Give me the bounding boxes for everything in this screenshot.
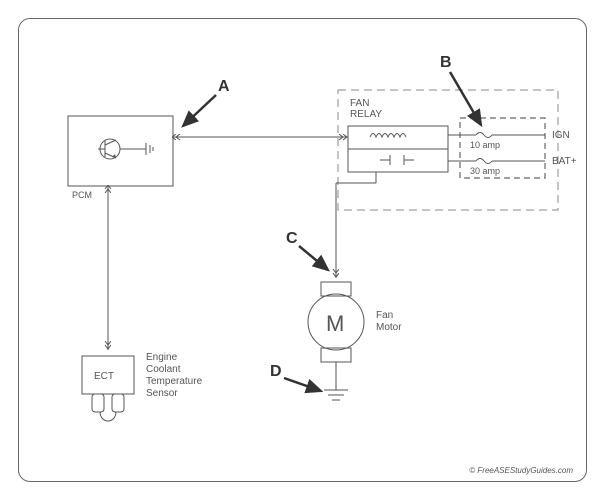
fan-motor-label: Fan Motor bbox=[376, 310, 402, 333]
marker-b: B bbox=[440, 54, 452, 71]
ect-desc: Engine Coolant Temperature Sensor bbox=[146, 352, 205, 399]
circuit-svg: FANRELAY 10 amp IGN 30 amp BAT+ PCM A B … bbox=[18, 18, 587, 482]
relay-coil-icon bbox=[370, 134, 406, 138]
footer-credit: © FreeASEStudyGuides.com bbox=[469, 466, 573, 475]
arrow-a bbox=[183, 95, 216, 126]
arrow-d bbox=[284, 378, 321, 391]
fuse-30amp-icon bbox=[476, 159, 492, 164]
arrow-c bbox=[299, 246, 328, 270]
pcm-label: PCM bbox=[72, 190, 92, 200]
motor-label: M bbox=[326, 311, 344, 336]
ect-label: ECT bbox=[94, 371, 114, 382]
marker-c: C bbox=[286, 230, 298, 247]
ect-bulb-icon bbox=[100, 412, 116, 421]
pcm-box bbox=[68, 116, 173, 186]
marker-a: A bbox=[218, 78, 230, 95]
fuse-10amp-icon bbox=[476, 133, 492, 138]
marker-d: D bbox=[270, 363, 282, 380]
fan-relay-label: FANRELAY bbox=[350, 98, 382, 120]
thirty-amp-label: 30 amp bbox=[470, 166, 500, 176]
bat-label: BAT+ bbox=[552, 156, 577, 167]
ign-label: IGN bbox=[552, 130, 570, 141]
ten-amp-label: 10 amp bbox=[470, 140, 500, 150]
arrow-b bbox=[450, 72, 481, 125]
